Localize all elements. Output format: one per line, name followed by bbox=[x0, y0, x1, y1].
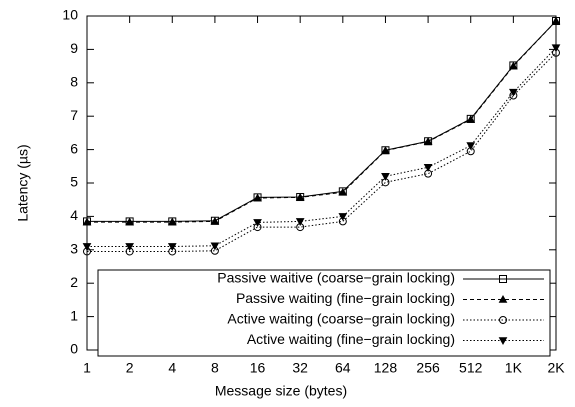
series-line bbox=[87, 20, 557, 223]
marker bbox=[509, 61, 518, 70]
marker bbox=[466, 142, 476, 151]
marker bbox=[167, 217, 177, 226]
y-tick-label: 1 bbox=[70, 307, 78, 323]
x-tick-label: 512 bbox=[459, 360, 483, 376]
marker bbox=[295, 192, 305, 201]
y-tick-label: 10 bbox=[62, 7, 78, 23]
y-axis-label: Latency (µs) bbox=[15, 144, 31, 221]
x-tick-label: 32 bbox=[292, 360, 308, 376]
x-tick-label: 256 bbox=[416, 360, 440, 376]
marker bbox=[551, 16, 561, 25]
legend-label: Passive waitive (coarse−grain locking) bbox=[217, 270, 455, 286]
marker bbox=[381, 146, 390, 154]
marker bbox=[253, 219, 262, 227]
series-line bbox=[87, 52, 557, 252]
marker bbox=[498, 294, 508, 303]
marker bbox=[551, 44, 561, 53]
marker bbox=[253, 193, 262, 202]
y-tick-label: 3 bbox=[70, 241, 78, 257]
marker bbox=[210, 242, 220, 251]
x-tick-label: 2 bbox=[126, 360, 134, 376]
marker bbox=[82, 217, 92, 226]
series-line bbox=[87, 47, 557, 247]
marker bbox=[125, 217, 134, 226]
marker bbox=[338, 187, 348, 196]
marker bbox=[210, 216, 220, 225]
marker bbox=[423, 137, 433, 145]
marker bbox=[295, 218, 305, 226]
marker bbox=[167, 243, 177, 251]
marker bbox=[499, 316, 507, 324]
marker bbox=[498, 337, 508, 346]
y-tick-label: 7 bbox=[70, 107, 78, 123]
x-tick-label: 16 bbox=[250, 360, 266, 376]
legend-label: Passive waiting (fine−grain locking) bbox=[236, 290, 455, 306]
marker bbox=[125, 243, 134, 251]
marker bbox=[338, 213, 348, 221]
x-tick-label: 1K bbox=[505, 360, 523, 376]
marker bbox=[423, 164, 433, 172]
y-tick-label: 8 bbox=[70, 74, 78, 90]
y-tick-label: 6 bbox=[70, 140, 78, 156]
x-tick-label: 128 bbox=[374, 360, 398, 376]
legend-box bbox=[97, 269, 551, 357]
x-tick-label: 2K bbox=[547, 360, 565, 376]
y-tick-label: 4 bbox=[70, 207, 78, 223]
x-tick-label: 64 bbox=[335, 360, 351, 376]
x-tick-label: 4 bbox=[168, 360, 176, 376]
x-axis-label: Message size (bytes) bbox=[215, 383, 347, 399]
y-tick-label: 5 bbox=[70, 174, 78, 190]
marker bbox=[499, 275, 507, 283]
marker bbox=[466, 115, 476, 123]
marker bbox=[381, 173, 390, 181]
marker bbox=[82, 243, 92, 251]
legend-label: Active waiting (coarse−grain locking) bbox=[227, 311, 455, 327]
y-tick-label: 9 bbox=[70, 40, 78, 56]
x-tick-label: 1 bbox=[83, 360, 91, 376]
legend-label: Active waiting (fine−grain locking) bbox=[247, 331, 455, 347]
marker bbox=[509, 88, 518, 97]
y-tick-label: 2 bbox=[70, 274, 78, 290]
series-line bbox=[87, 20, 557, 222]
y-tick-label: 0 bbox=[70, 341, 78, 357]
x-tick-label: 8 bbox=[211, 360, 219, 376]
